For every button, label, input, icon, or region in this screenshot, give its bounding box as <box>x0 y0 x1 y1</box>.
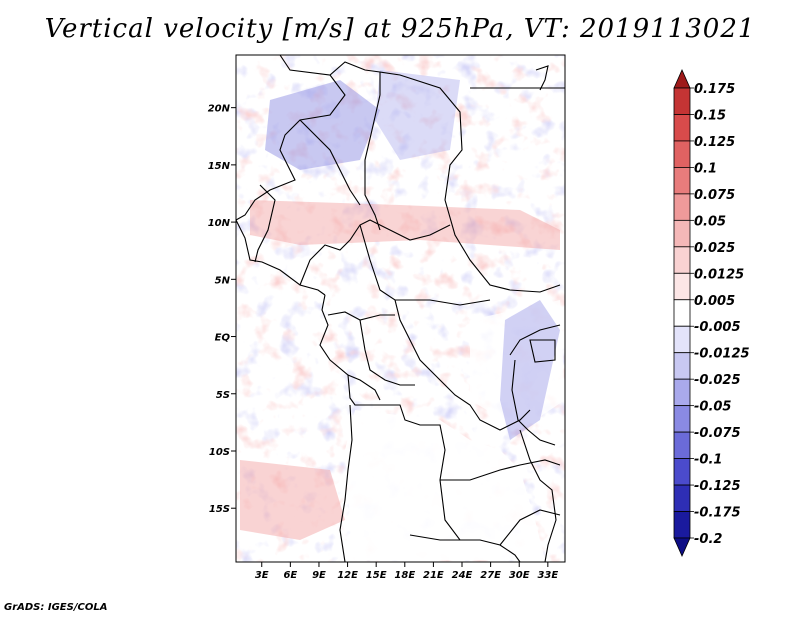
colorbar-segment <box>673 219 691 248</box>
colorbar-label: 0.005 <box>694 294 735 309</box>
lon-tick-label: 24E <box>452 570 473 581</box>
colorbar-label: -0.025 <box>694 373 741 388</box>
colorbar-top-triangle <box>673 69 691 89</box>
colorbar-segment <box>673 299 691 327</box>
colorbar-segment <box>673 114 691 142</box>
colorbar-label: -0.05 <box>694 400 731 415</box>
credit-label: GrADS: IGES/COLA <box>4 602 108 613</box>
lon-tick-label: 33E <box>537 570 558 581</box>
lat-tick-label: EQ <box>215 333 231 344</box>
colorbar-label: 0.075 <box>694 188 735 203</box>
colorbar-label: 0.125 <box>694 135 735 150</box>
colorbar-segment <box>673 87 691 115</box>
chart-title: Vertical velocity [m/s] at 925hPa, VT: 2… <box>44 14 756 44</box>
colorbar-segment <box>673 484 691 512</box>
colorbar-segment <box>673 511 691 539</box>
colorbar-label: 0.0125 <box>694 267 744 282</box>
colorbar-segment <box>673 352 691 380</box>
colorbar-label: -0.0125 <box>694 347 750 362</box>
colorbar-segment <box>673 378 691 407</box>
colorbar-label: 0.15 <box>694 108 726 123</box>
colorbar-label: -0.2 <box>694 532 722 547</box>
lon-tick-label: 21E <box>423 570 444 581</box>
colorbar-segment <box>673 246 691 274</box>
colorbar-label: -0.1 <box>694 453 722 468</box>
longitude-axis: 3E 6E 9E 12E 15E 18E 21E 24E 27E 30E 33E <box>255 562 558 581</box>
colorbar-segment <box>673 140 691 168</box>
lon-tick-label: 9E <box>312 570 326 581</box>
latitude-axis: 20N 15N 10N 5N EQ 5S 10S 15S <box>208 104 236 515</box>
country-borders <box>236 55 565 562</box>
vertical-velocity-field <box>236 55 565 562</box>
lat-tick-label: 10N <box>208 218 231 229</box>
lon-tick-label: 15E <box>366 570 387 581</box>
lon-tick-label: 27E <box>480 570 501 581</box>
lat-tick-label: 15S <box>209 504 230 515</box>
lon-tick-label: 30E <box>509 570 530 581</box>
colorbar-segment <box>673 458 691 486</box>
map-frame <box>235 54 566 563</box>
colorbar-bottom-triangle <box>673 537 691 557</box>
lat-tick-label: 15N <box>208 161 231 172</box>
colorbar: 0.175 0.15 0.125 0.1 0.075 0.05 0.025 0.0125 0.0… <box>673 69 750 557</box>
lat-tick-label: 5N <box>215 275 231 286</box>
colorbar-label: 0.05 <box>694 214 726 229</box>
lon-tick-label: 12E <box>337 570 358 581</box>
colorbar-segment <box>673 272 691 301</box>
lat-tick-label: 5S <box>216 390 230 401</box>
colorbar-label: -0.075 <box>694 426 741 441</box>
lat-tick-label: 10S <box>209 447 230 458</box>
colorbar-label: 0.025 <box>694 241 735 256</box>
lon-tick-label: 3E <box>255 570 269 581</box>
colorbar-label: -0.005 <box>694 320 741 335</box>
colorbar-label: 0.1 <box>694 161 717 176</box>
lon-tick-label: 6E <box>283 570 297 581</box>
colorbar-label: 0.175 <box>694 82 735 97</box>
colorbar-segment <box>673 325 691 354</box>
colorbar-segment <box>673 167 691 195</box>
colorbar-segment <box>673 193 691 221</box>
colorbar-label: -0.125 <box>694 479 741 494</box>
lon-tick-label: 18E <box>394 570 415 581</box>
colorbar-label: -0.175 <box>694 506 741 521</box>
colorbar-segment <box>673 405 691 433</box>
colorbar-segment <box>673 431 691 459</box>
lat-tick-label: 20N <box>208 104 231 115</box>
